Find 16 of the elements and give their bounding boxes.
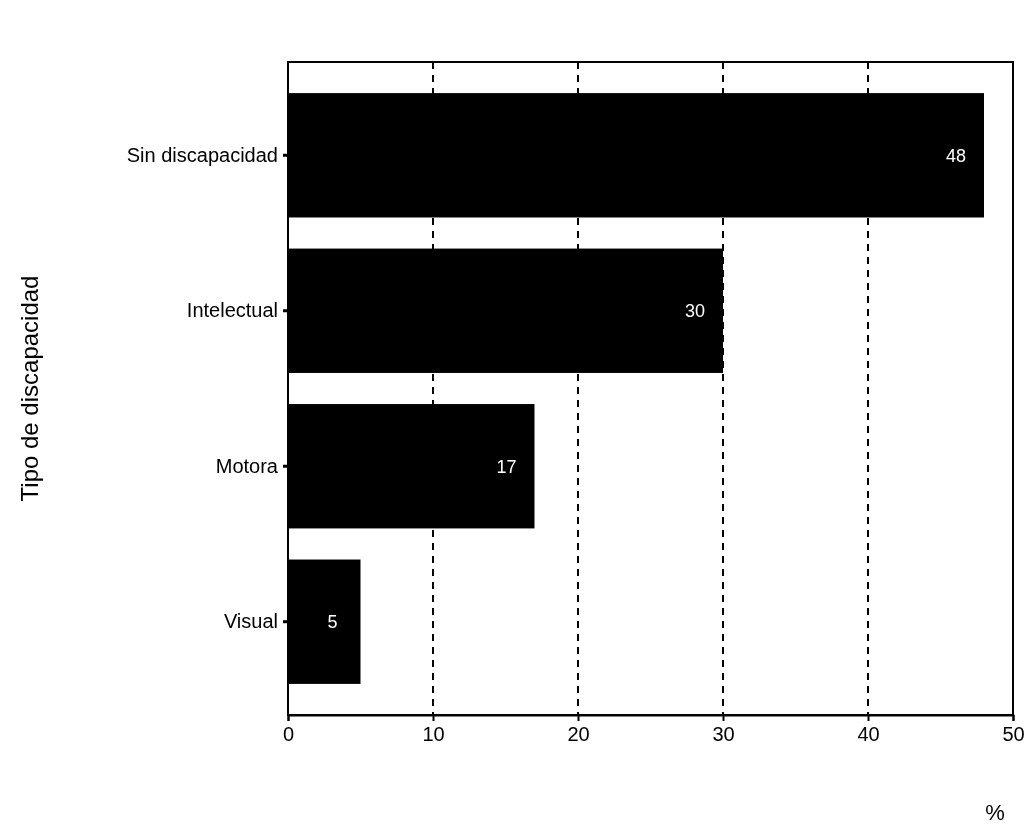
data-label: 5 <box>327 612 338 633</box>
y-tick-label: Visual <box>223 610 278 633</box>
y-tick-label: Sin discapacidad <box>126 143 278 166</box>
y-tick-label: Intelectual <box>186 299 278 322</box>
y-axis-title: Tipo de discapacidad <box>16 275 43 502</box>
x-axis-title: % <box>985 800 1005 825</box>
x-tick-label: 20 <box>567 723 590 746</box>
x-tick-label: 0 <box>282 723 295 746</box>
x-tick-label: 40 <box>857 723 880 746</box>
data-label: 48 <box>945 145 967 166</box>
y-tick-label: Motora <box>215 454 279 477</box>
x-tick-label: 30 <box>712 723 735 746</box>
x-tick-label: 50 <box>1002 723 1025 746</box>
data-label: 17 <box>496 456 517 477</box>
data-label: 30 <box>684 301 706 322</box>
x-tick-label: 10 <box>422 723 445 746</box>
